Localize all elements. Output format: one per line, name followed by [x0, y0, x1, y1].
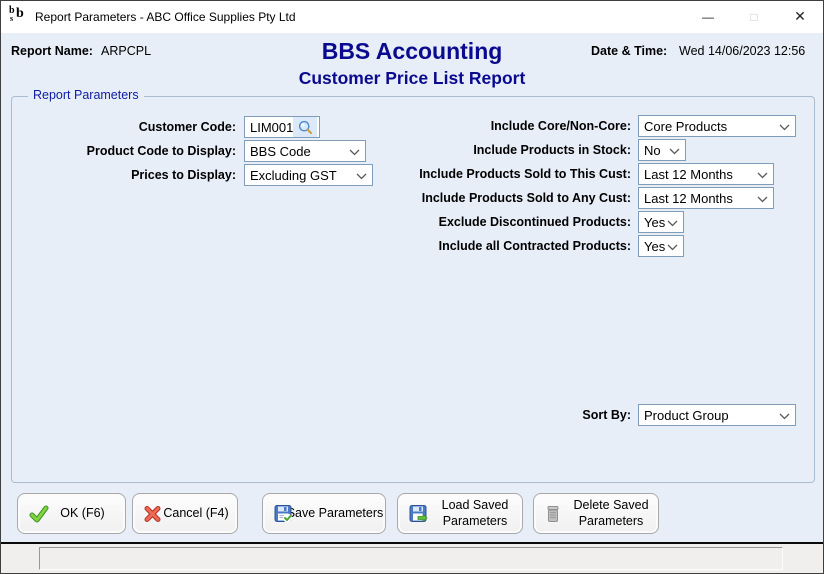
save-icon — [274, 504, 292, 522]
product-code-display-label: Product Code to Display: — [86, 144, 236, 158]
sold-any-cust-value: Last 12 Months — [644, 190, 733, 206]
chevron-down-icon — [356, 173, 367, 180]
titlebar: b s b Report Parameters - ABC Office Sup… — [1, 1, 823, 33]
exclude-discontinued-value: Yes — [644, 214, 666, 230]
customer-code-label: Customer Code: — [138, 120, 236, 134]
groupbox-legend: Report Parameters — [28, 88, 144, 102]
sold-any-cust-label: Include Products Sold to Any Cust: — [421, 191, 631, 205]
close-icon: ✕ — [794, 8, 806, 24]
app-icon-letter: b — [9, 5, 15, 16]
datetime-value: Wed 14/06/2023 12:56 — [679, 44, 806, 58]
status-bar — [1, 544, 823, 573]
customer-lookup-button[interactable] — [293, 117, 317, 137]
trash-icon — [547, 505, 559, 522]
products-in-stock-label: Include Products in Stock: — [473, 143, 631, 157]
app-icon-letter: s — [10, 14, 14, 23]
ok-button-label: OK (F6) — [60, 505, 105, 520]
ok-button[interactable]: OK (F6) — [17, 493, 126, 534]
sort-by-value: Product Group — [644, 407, 729, 423]
sold-this-cust-label: Include Products Sold to This Cust: — [419, 167, 631, 181]
include-contracted-value: Yes — [644, 238, 666, 254]
cancel-button-label: Cancel (F4) — [163, 505, 229, 520]
report-name-label: Report Name: — [11, 44, 93, 58]
include-contracted-label: Include all Contracted Products: — [438, 239, 631, 253]
maximize-button: □ — [731, 1, 777, 32]
customer-code-field — [244, 116, 320, 138]
delete-saved-parameters-button[interactable]: Delete Saved Parameters — [533, 493, 659, 534]
exclude-discontinued-label: Exclude Discontinued Products: — [438, 215, 631, 229]
chevron-down-icon — [349, 149, 360, 156]
exclude-discontinued-select[interactable]: Yes — [638, 211, 684, 233]
products-in-stock-value: No — [644, 142, 661, 158]
delete-saved-parameters-label: Delete Saved Parameters — [573, 497, 649, 528]
chevron-down-icon — [667, 244, 678, 251]
window-controls: — □ ✕ — [685, 1, 823, 33]
check-icon — [29, 505, 49, 522]
chevron-down-icon — [757, 196, 768, 203]
sold-any-cust-select[interactable]: Last 12 Months — [638, 187, 774, 209]
core-noncore-label: Include Core/Non-Core: — [490, 119, 631, 133]
chevron-down-icon — [669, 148, 680, 155]
sort-by-label: Sort By: — [582, 408, 631, 422]
app-icon-letter: b — [16, 6, 24, 21]
customer-code-input[interactable] — [245, 119, 293, 135]
report-title: Customer Price List Report — [298, 68, 526, 88]
core-noncore-value: Core Products — [644, 118, 728, 134]
cancel-button[interactable]: Cancel (F4) — [132, 493, 238, 534]
chevron-down-icon — [667, 220, 678, 227]
report-parameters-groupbox: Report Parameters — [11, 88, 815, 483]
status-message-field — [39, 547, 783, 570]
prices-display-select[interactable]: Excluding GST — [244, 164, 373, 186]
product-code-display-select[interactable]: BBS Code — [244, 140, 366, 162]
save-parameters-button[interactable]: Save Parameters — [262, 493, 386, 534]
chevron-down-icon — [779, 413, 790, 420]
window-title: Report Parameters - ABC Office Supplies … — [35, 10, 296, 24]
core-noncore-select[interactable]: Core Products — [638, 115, 796, 137]
sold-this-cust-select[interactable]: Last 12 Months — [638, 163, 774, 185]
sold-this-cust-value: Last 12 Months — [644, 166, 733, 182]
minimize-button[interactable]: — — [685, 1, 731, 32]
sort-by-select[interactable]: Product Group — [638, 404, 796, 426]
include-contracted-select[interactable]: Yes — [638, 235, 684, 257]
minimize-icon: — — [702, 9, 714, 24]
cross-icon — [144, 505, 161, 522]
maximize-icon: □ — [750, 9, 758, 24]
app-icon: b s b — [9, 5, 27, 26]
load-saved-parameters-label: Load Saved Parameters — [441, 497, 509, 528]
chevron-down-icon — [779, 124, 790, 131]
save-parameters-label: Save Parameters — [286, 505, 384, 520]
search-icon — [298, 120, 312, 134]
chevron-down-icon — [757, 172, 768, 179]
report-name-value: ARPCPL — [101, 44, 152, 58]
app-title: BBS Accounting — [321, 38, 503, 64]
datetime-label: Date & Time: — [591, 44, 668, 58]
separator-line — [1, 542, 823, 544]
product-code-display-value: BBS Code — [250, 143, 311, 159]
prices-display-label: Prices to Display: — [131, 168, 236, 182]
products-in-stock-select[interactable]: No — [638, 139, 686, 161]
load-icon — [409, 504, 428, 522]
load-saved-parameters-button[interactable]: Load Saved Parameters — [397, 493, 523, 534]
close-button[interactable]: ✕ — [777, 1, 823, 32]
prices-display-value: Excluding GST — [250, 167, 337, 183]
